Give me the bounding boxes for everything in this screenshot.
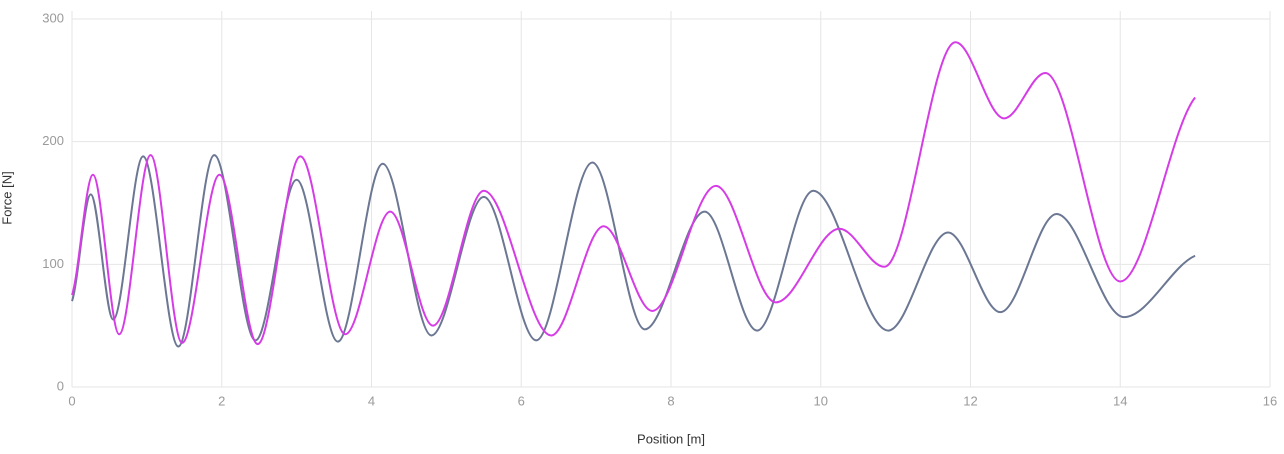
x-tick-label: 4 [368,393,375,408]
line [71,154,1196,348]
y-tick-label: 200 [42,133,64,148]
x-tick-label: 10 [814,393,828,408]
x-axis-title: Position [m] [637,431,705,446]
x-tick-label: 8 [667,393,674,408]
x-tick-label: 2 [218,393,225,408]
x-tick-label: 6 [518,393,525,408]
line [71,41,1196,346]
y-tick-label: 300 [42,10,64,25]
x-tick-label: 0 [68,393,75,408]
y-axis-title: Force [N] [0,171,14,224]
x-tick-label: 14 [1113,393,1127,408]
y-tick-label: 0 [57,378,64,393]
x-tick-label: 12 [963,393,977,408]
x-tick-label: 16 [1263,393,1277,408]
y-tick-label: 100 [42,256,64,271]
